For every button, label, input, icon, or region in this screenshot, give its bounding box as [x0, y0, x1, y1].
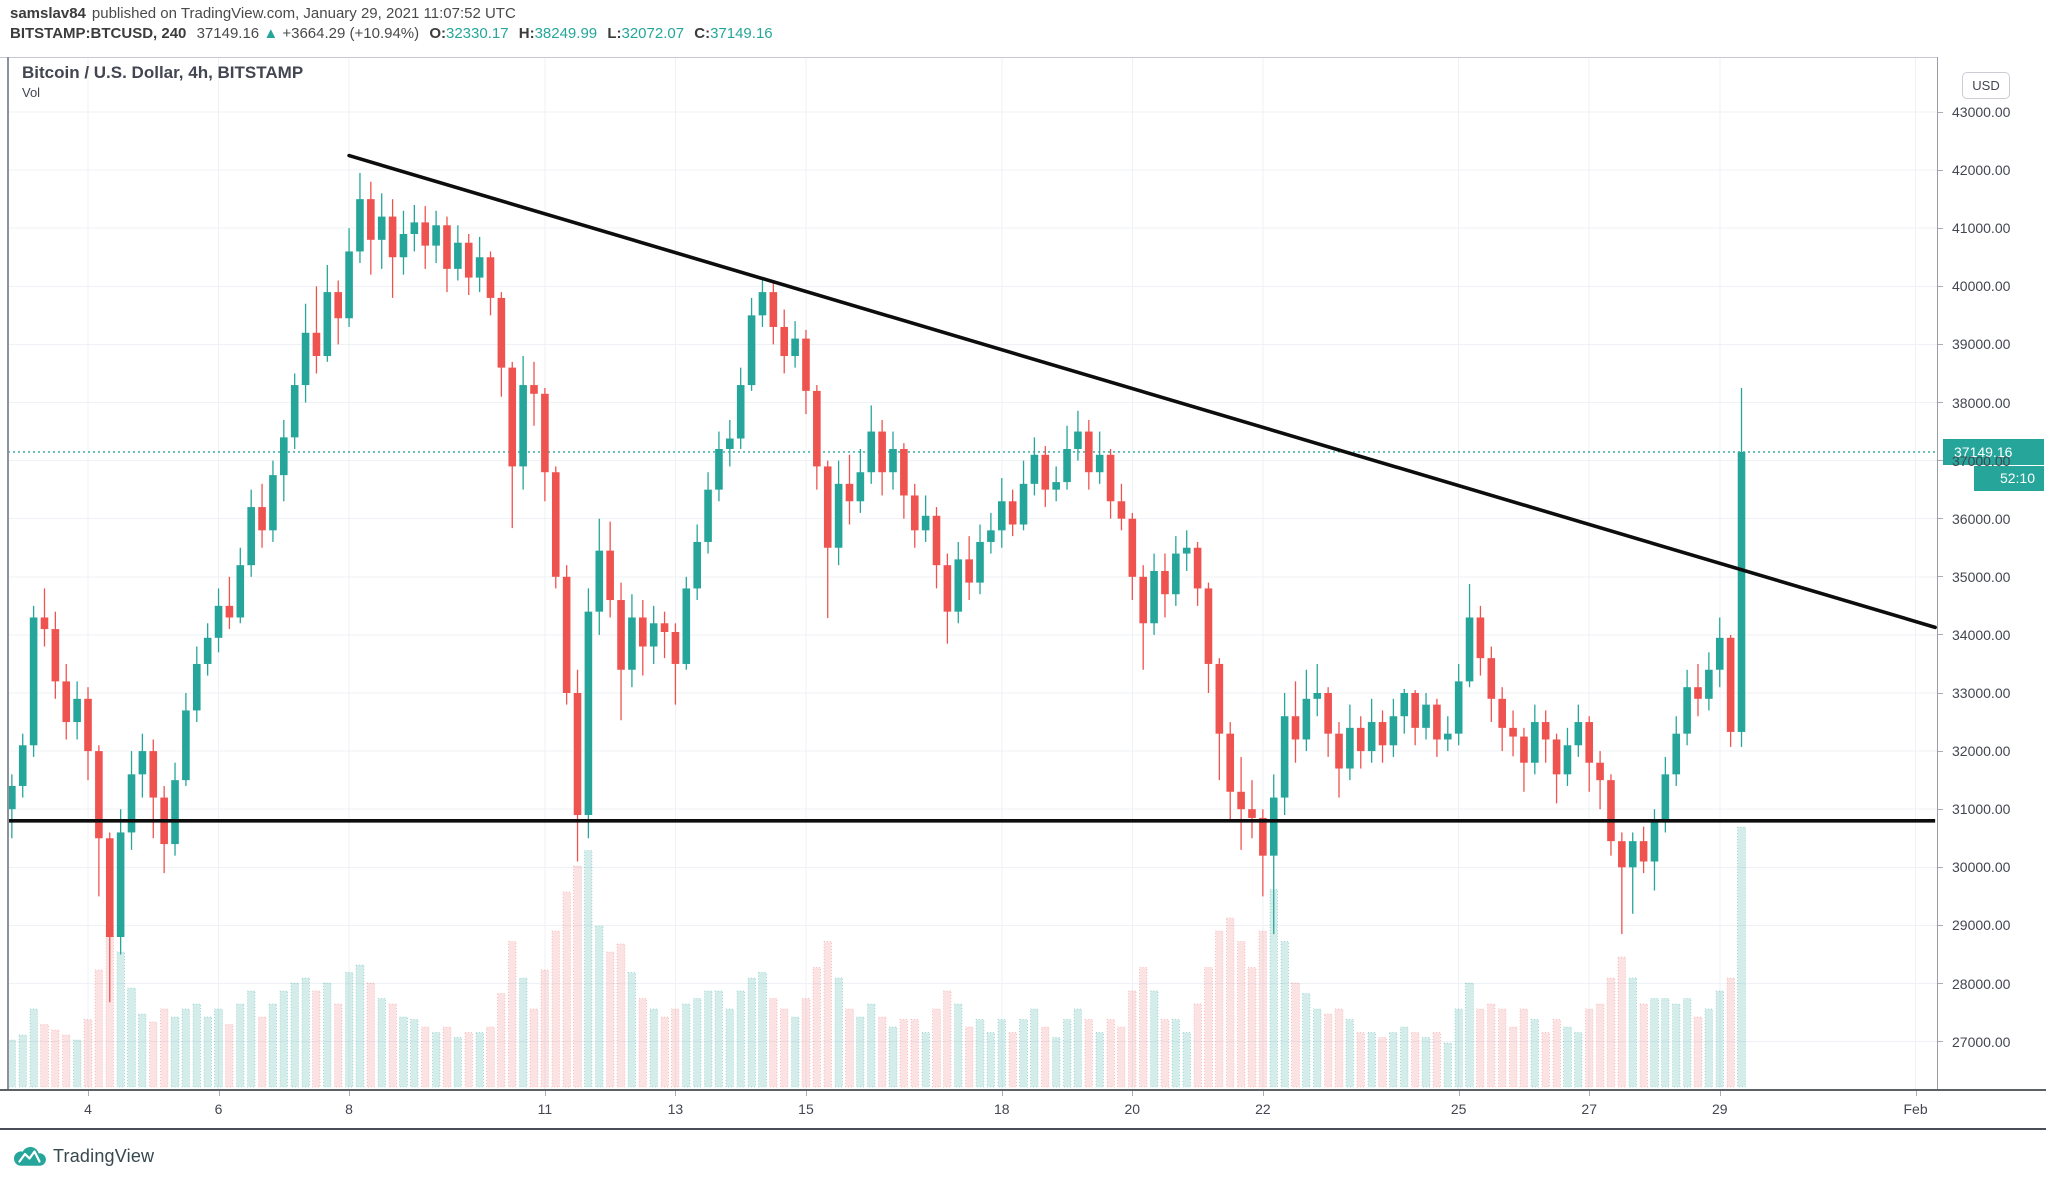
- time-tick-label: 20: [1124, 1101, 1141, 1117]
- price-tick-label: 32000.00: [1952, 743, 2011, 760]
- symbol-interval: BITSTAMP:BTCUSD, 240: [10, 25, 187, 42]
- price-tick-mark: [1938, 343, 1943, 345]
- time-tick-mark: [1132, 1091, 1134, 1096]
- price-tick-mark: [1938, 634, 1943, 636]
- price-tick-label: 39000.00: [1952, 336, 2011, 353]
- pane-left-border: [7, 57, 9, 1089]
- price-tick-mark: [1938, 692, 1943, 694]
- price-tick-mark: [1938, 518, 1943, 520]
- price-tick-label: 40000.00: [1952, 278, 2011, 295]
- last-price: 37149.16: [196, 25, 260, 42]
- time-tick-mark: [1001, 1091, 1003, 1096]
- close-value: 37149.16: [710, 25, 773, 42]
- time-tick-label: 4: [84, 1101, 92, 1117]
- pane-top-border: [0, 57, 2046, 58]
- axis-bottom-border: [0, 1128, 2046, 1130]
- time-tick-mark: [88, 1091, 89, 1096]
- time-tick-label: Feb: [1903, 1101, 1928, 1117]
- time-tick-mark: [675, 1091, 677, 1096]
- price-tick-label: 36000.00: [1952, 510, 2011, 527]
- author-name: samslav84: [10, 5, 86, 22]
- price-tick-mark: [1938, 111, 1943, 113]
- open-label: O:: [429, 25, 446, 42]
- currency-toggle-button[interactable]: USD: [1962, 72, 2010, 99]
- tradingview-logo-text: TradingView: [53, 1146, 155, 1166]
- high-value: 38249.99: [534, 25, 598, 42]
- volume-layer: [8, 826, 1746, 1088]
- pane-right-border: [1937, 57, 1938, 1089]
- price-tick-label: 41000.00: [1952, 220, 2011, 237]
- trendline-drawing[interactable]: [347, 153, 1937, 630]
- time-tick-label: 13: [667, 1101, 684, 1117]
- time-tick-label: 6: [214, 1101, 223, 1117]
- time-tick-label: 15: [798, 1101, 814, 1117]
- price-tick-mark: [1938, 285, 1943, 287]
- price-tick-mark: [1938, 1041, 1943, 1043]
- price-tick-mark: [1938, 750, 1943, 752]
- price-tick-label: 29000.00: [1952, 917, 2011, 934]
- current-price-label: 37149.16: [1943, 438, 2044, 465]
- high-label: H:: [518, 25, 535, 42]
- low-label: L:: [607, 25, 622, 42]
- tradingview-logo[interactable]: TradingView: [13, 1145, 154, 1168]
- price-tick-mark: [1938, 576, 1943, 578]
- price-axis[interactable]: USD 37149.16 52:10 43000.00 42000.00 41000…: [1938, 57, 2048, 1089]
- time-tick-mark: [349, 1091, 351, 1096]
- candles-layer: [8, 173, 1746, 1003]
- time-tick-mark: [544, 1091, 546, 1096]
- price-tick-mark: [1938, 169, 1943, 171]
- low-value: 32072.07: [621, 25, 685, 42]
- time-tick-label: 8: [345, 1101, 353, 1117]
- price-tick-label: 38000.00: [1952, 394, 2011, 411]
- open-value: 32330.17: [445, 25, 509, 42]
- chart-title: Bitcoin / U.S. Dollar, 4h, BITSTAMP: [22, 63, 304, 82]
- symbol-status-line: BITSTAMP:BTCUSD, 240 37149.16 ▲ +3664.29…: [10, 25, 773, 42]
- time-tick-mark: [1589, 1091, 1591, 1096]
- price-tick-mark: [1938, 924, 1943, 926]
- price-tick-label: 35000.00: [1952, 568, 2011, 585]
- tradingview-logo-icon: [14, 1147, 46, 1166]
- price-tick-label: 33000.00: [1952, 685, 2011, 701]
- bar-countdown-label: 52:10: [1974, 465, 2044, 491]
- price-tick-label: 42000.00: [1952, 162, 2011, 179]
- chart-canvas: [8, 57, 1937, 1089]
- price-tick-label: 30000.00: [1952, 859, 2011, 876]
- time-tick-mark: [1915, 1091, 1917, 1096]
- pane-bottom-border: [0, 1089, 2046, 1091]
- published-text: published on TradingView.com, January 29…: [91, 5, 516, 22]
- time-axis[interactable]: 4 6 8 11 13 15 18 20 22 25 27 29 Feb: [0, 1091, 2046, 1128]
- time-tick-label: 25: [1450, 1101, 1467, 1117]
- time-tick-mark: [218, 1091, 220, 1096]
- price-tick-label: 28000.00: [1952, 975, 2011, 992]
- time-tick-label: 27: [1581, 1101, 1597, 1117]
- price-tick-label: 43000.00: [1952, 104, 2011, 120]
- price-tick-mark: [1938, 983, 1943, 984]
- price-tick-label: 31000.00: [1952, 801, 2011, 818]
- volume-indicator-label: Vol: [22, 85, 41, 100]
- price-tick-mark: [1938, 460, 1943, 462]
- close-label: C:: [694, 25, 711, 42]
- price-tick-label: 34000.00: [1952, 626, 2011, 643]
- time-tick-label: 11: [537, 1101, 553, 1117]
- price-tick-mark: [1938, 866, 1943, 868]
- price-tick-label: 27000.00: [1952, 1033, 2011, 1050]
- time-tick-label: 22: [1255, 1101, 1271, 1117]
- price-tick-label: 37000.00: [1952, 452, 2011, 469]
- time-tick-mark: [1719, 1091, 1721, 1096]
- time-tick-mark: [805, 1091, 807, 1096]
- price-tick-mark: [1938, 402, 1943, 403]
- time-tick-label: 29: [1711, 1101, 1728, 1117]
- time-tick-label: 18: [993, 1101, 1010, 1117]
- price-change: +3664.29 (+10.94%): [282, 25, 420, 42]
- time-tick-mark: [1458, 1091, 1460, 1096]
- up-arrow-icon: ▲: [263, 25, 279, 42]
- time-tick-mark: [1262, 1091, 1264, 1096]
- price-tick-mark: [1938, 808, 1943, 810]
- publish-info-line: samslav84 published on TradingView.com, J…: [10, 5, 516, 22]
- candlestick-chart[interactable]: [8, 57, 1937, 1089]
- price-tick-mark: [1938, 227, 1943, 229]
